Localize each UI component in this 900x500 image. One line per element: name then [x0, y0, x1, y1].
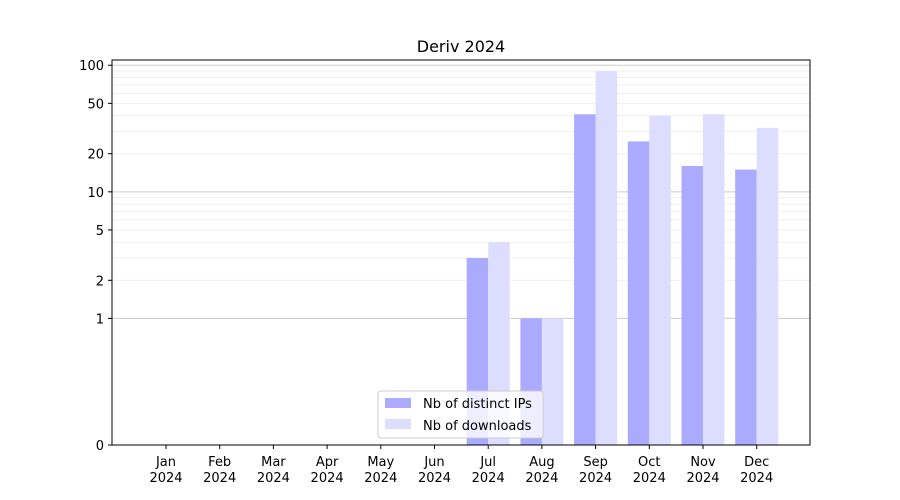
y-tick-label: 50 [87, 97, 104, 112]
legend-swatch-downloads [385, 419, 411, 429]
bar-distinct-ips [627, 141, 650, 445]
y-tick-label: 10 [87, 186, 104, 201]
legend-box [377, 390, 544, 439]
legend-swatch-distinct-ips [385, 398, 411, 408]
x-tick-label-month: Feb [208, 455, 231, 470]
x-tick-label-month: Jul [479, 455, 496, 470]
chart-title: Deriv 2024 [417, 37, 505, 56]
y-tick-label: 20 [87, 148, 104, 163]
bar-downloads [703, 114, 725, 445]
x-tick-label-year: 2024 [579, 471, 612, 486]
bar-downloads [541, 318, 564, 445]
legend-label-downloads: Nb of downloads [423, 419, 532, 434]
x-tick-label-year: 2024 [364, 471, 397, 486]
bar-distinct-ips [574, 114, 596, 445]
x-tick-label-year: 2024 [740, 471, 773, 486]
x-tick-label-year: 2024 [525, 471, 558, 486]
x-tick-label-year: 2024 [149, 471, 182, 486]
x-tick-label-month: Jun [423, 455, 444, 470]
bar-distinct-ips [681, 165, 703, 446]
y-tick-label: 100 [79, 59, 104, 74]
y-tick-label: 5 [96, 224, 104, 239]
x-tick-label-month: Apr [316, 455, 339, 470]
x-tick-label-year: 2024 [311, 471, 344, 486]
y-tick-label: 0 [96, 439, 104, 454]
bar-downloads [595, 71, 618, 446]
x-tick-label-year: 2024 [686, 471, 719, 486]
x-tick-label-year: 2024 [203, 471, 236, 486]
bar-downloads [756, 127, 779, 445]
x-tick-label-month: May [367, 455, 394, 470]
x-tick-label-month: Jan [155, 455, 176, 470]
x-tick-label-year: 2024 [418, 471, 451, 486]
x-tick-label-month: Mar [261, 455, 286, 470]
y-tick-label: 2 [96, 274, 104, 289]
x-tick-label-month: Nov [690, 455, 716, 470]
y-axis: 0 1 2 5 10 20 50 100 [79, 59, 112, 454]
gridlines [112, 64, 810, 319]
y-tick-label: 1 [96, 312, 104, 327]
legend: Nb of distinct IPs Nb of downloads [377, 390, 544, 439]
plot-area-frame [111, 59, 811, 446]
x-tick-label-month: Sep [583, 455, 608, 470]
x-tick-label-month: Oct [638, 455, 660, 470]
x-tick-label-year: 2024 [257, 471, 290, 486]
x-tick-label-month: Dec [744, 455, 769, 470]
x-tick-label-year: 2024 [633, 471, 666, 486]
bar-distinct-ips [735, 169, 757, 445]
x-tick-label-month: Aug [529, 455, 554, 470]
bar-downloads [649, 115, 671, 445]
x-tick-label-year: 2024 [472, 471, 505, 486]
legend-label-distinct-ips: Nb of distinct IPs [423, 397, 532, 412]
x-axis: Jan2024Feb2024Mar2024Apr2024May2024Jun20… [149, 445, 773, 486]
